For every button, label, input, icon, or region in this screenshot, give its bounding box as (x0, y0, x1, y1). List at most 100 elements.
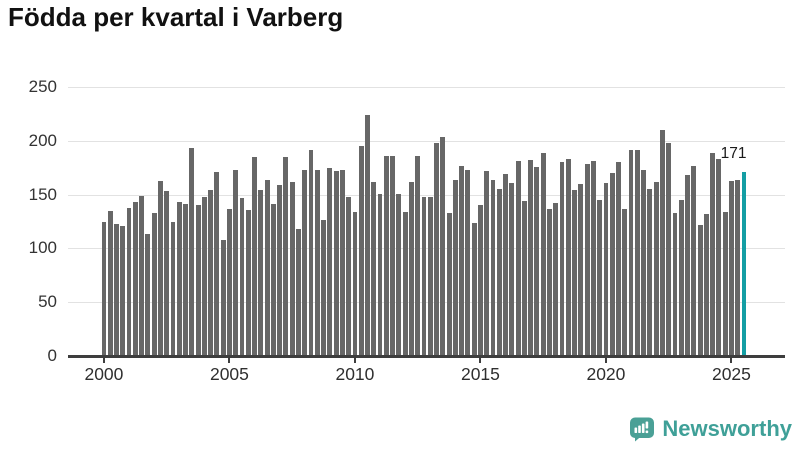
bar (227, 208, 232, 356)
bar (490, 179, 496, 356)
bar (534, 166, 540, 356)
bar (722, 211, 728, 356)
x-axis-tick (479, 357, 482, 363)
y-axis-tick-label: 100 (28, 238, 57, 258)
bar (703, 213, 709, 356)
plot-area: 171 (68, 87, 785, 358)
bar (308, 150, 314, 356)
bar (434, 142, 439, 356)
x-axis-tick (353, 357, 356, 363)
gridline (68, 87, 785, 88)
highlight-value-label: 171 (720, 145, 747, 163)
bar (333, 170, 339, 356)
bar (547, 208, 552, 356)
bar (189, 148, 195, 356)
bar (283, 156, 289, 356)
bar (139, 195, 145, 356)
bar (509, 182, 515, 356)
bar (383, 155, 389, 356)
bar (201, 196, 207, 356)
bar (220, 239, 226, 356)
bar (107, 210, 113, 356)
x-axis-tick (604, 357, 607, 363)
bar (396, 193, 402, 356)
bar (270, 204, 276, 356)
x-axis-tick-label: 2000 (84, 364, 124, 384)
bar (339, 169, 345, 356)
x-axis-line (68, 355, 785, 358)
bar (440, 136, 446, 356)
gridline (68, 140, 785, 142)
newsworthy-logo-icon (630, 417, 655, 441)
bar (252, 156, 257, 356)
bar (653, 181, 659, 356)
bar (327, 167, 333, 356)
x-axis-tick-label: 2010 (335, 364, 375, 384)
bar (503, 174, 508, 356)
bar (471, 222, 477, 356)
x-axis-tick-label: 2015 (460, 364, 500, 384)
bar (151, 212, 157, 356)
bar (214, 172, 220, 356)
bar (666, 142, 672, 356)
bar (584, 164, 590, 356)
bar (377, 193, 383, 356)
bar (553, 203, 559, 356)
bar (157, 180, 163, 356)
y-axis-tick-label: 50 (38, 292, 57, 312)
bar (321, 220, 327, 356)
gridline (68, 248, 785, 250)
x-axis-tick-label: 2005 (209, 364, 249, 384)
bar (371, 181, 377, 356)
x-axis-tick (730, 357, 733, 363)
x-axis-tick-label: 2020 (586, 364, 626, 384)
brand-footer: Newsworthy (629, 416, 792, 442)
bar (421, 196, 427, 356)
y-axis-tick-label: 0 (47, 346, 57, 365)
bar (647, 189, 653, 356)
bar (390, 155, 396, 356)
bar (352, 211, 358, 356)
bar (735, 179, 741, 356)
bar (729, 180, 734, 356)
bar (446, 212, 452, 356)
bar (302, 169, 308, 356)
bar (521, 201, 527, 356)
bar (465, 169, 471, 356)
bar (659, 130, 665, 356)
chart-title: Födda per kvartal i Varberg (8, 2, 344, 32)
bar (496, 189, 502, 356)
bar (691, 165, 697, 356)
bar (578, 183, 584, 356)
bar (710, 152, 716, 356)
bar (609, 173, 615, 356)
brand-name: Newsworthy (662, 416, 792, 441)
bar (515, 161, 521, 356)
bar (264, 179, 270, 356)
bar (346, 196, 352, 356)
bar (132, 202, 138, 356)
bar (314, 169, 320, 356)
y-axis-tick-label: 250 (28, 77, 57, 96)
bar (540, 152, 546, 356)
bar (528, 160, 534, 356)
bar (672, 212, 678, 356)
bar (164, 191, 170, 356)
bar (245, 209, 251, 356)
bar (183, 204, 188, 356)
bar (478, 205, 483, 356)
bar (170, 221, 176, 356)
x-axis-tick (102, 357, 105, 363)
bar (289, 181, 295, 356)
bar (678, 199, 684, 356)
bar (208, 190, 214, 356)
bar (126, 207, 132, 356)
bar (452, 179, 458, 356)
bar (628, 150, 634, 356)
bar (697, 224, 703, 356)
bar (365, 114, 370, 356)
bar (634, 150, 640, 356)
bar (296, 229, 301, 356)
bar (565, 159, 571, 356)
